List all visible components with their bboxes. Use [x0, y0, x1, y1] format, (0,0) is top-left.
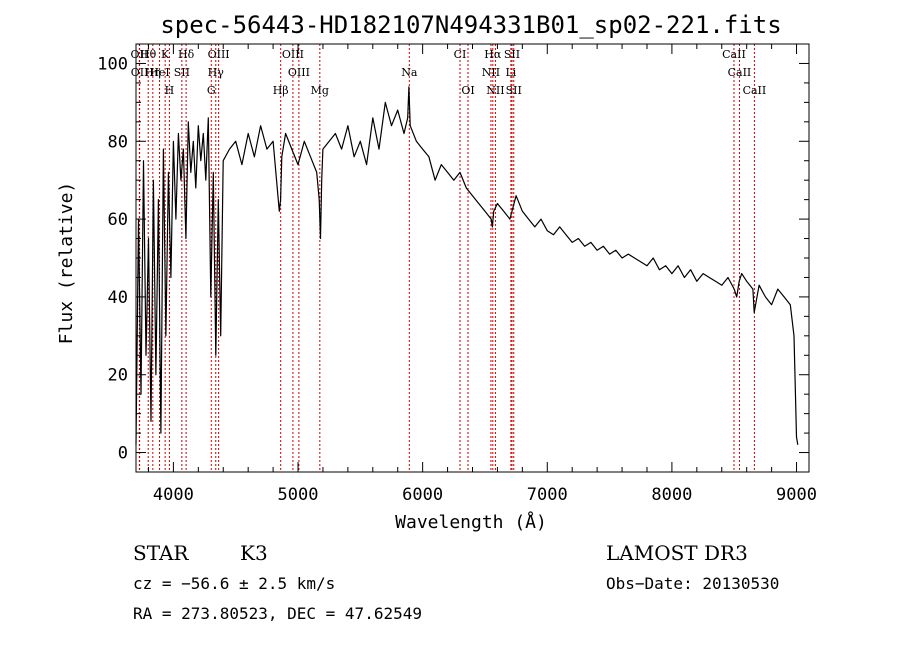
line-label: CI	[454, 48, 467, 61]
x-tick-label: 4000	[153, 485, 194, 505]
line-label: G	[207, 84, 216, 97]
y-tick-label: 100	[97, 54, 128, 74]
line-label: CaII	[728, 66, 752, 79]
x-tick-label: 6000	[402, 485, 443, 505]
line-label: OIII	[208, 48, 230, 61]
line-label: K	[161, 48, 170, 61]
line-label: SII	[506, 84, 522, 97]
line-label: OIII	[288, 66, 310, 79]
plot-axes	[135, 43, 810, 473]
line-label: OI	[461, 84, 474, 97]
x-tick-label: 8000	[651, 485, 692, 505]
line-label: Hγ	[208, 66, 225, 79]
line-label: Hη	[145, 66, 161, 79]
line-label: OIII	[282, 48, 304, 61]
line-label: SII	[174, 66, 190, 79]
line-label: NII	[482, 66, 500, 79]
x-tick-labels: 4000 5000 6000 7000 8000 9000	[153, 485, 817, 505]
x-axis-label: Wavelength (Å)	[395, 511, 547, 533]
y-tick-label: 60	[108, 210, 128, 230]
line-label: CaII	[722, 48, 746, 61]
y-tick-label: 0	[118, 444, 128, 464]
line-label: Hθ	[140, 48, 157, 61]
y-tick-label: 20	[108, 366, 128, 386]
line-label: Li	[505, 66, 516, 79]
spectral-line-markers	[138, 44, 755, 472]
line-label: SII	[504, 48, 520, 61]
spectral-subclass: K3	[240, 541, 268, 565]
line-label: NII	[486, 84, 504, 97]
line-label: OII	[131, 66, 149, 79]
coordinates: RA = 273.80523, DEC = 47.62549	[133, 604, 422, 623]
chart-title: spec-56443-HD182107N494331B01_sp02-221.f…	[160, 11, 781, 39]
line-label: Hβ	[273, 84, 289, 97]
flux-line	[135, 86, 799, 445]
spectrum-trace	[135, 86, 799, 445]
line-label: Na	[401, 66, 418, 79]
observation-date: Obs−Date: 20130530	[606, 574, 779, 593]
line-label: HeI	[149, 66, 169, 79]
y-tick-label: 80	[108, 132, 128, 152]
y-tick-label: 40	[108, 288, 128, 308]
x-tick-label: 7000	[527, 485, 568, 505]
info-panel: STAR K3 LAMOST DR3 cz = −56.6 ± 2.5 km/s…	[133, 541, 779, 623]
redshift-cz: cz = −56.6 ± 2.5 km/s	[133, 574, 335, 593]
line-label: Hδ	[178, 48, 195, 61]
line-label: Hα	[484, 48, 502, 61]
x-tick-label: 5000	[278, 485, 319, 505]
y-axis-label-group: Flux (relative)	[56, 182, 77, 345]
object-type: STAR	[133, 541, 189, 565]
line-label: CaII	[743, 84, 767, 97]
x-tick-label: 9000	[776, 485, 817, 505]
line-label: OII	[131, 48, 149, 61]
survey-name: LAMOST DR3	[606, 541, 748, 565]
line-label: H	[165, 84, 175, 97]
y-axis-label: Flux (relative)	[56, 182, 77, 345]
line-label: Mg	[311, 84, 329, 97]
y-tick-labels: 0 20 40 60 80 100	[97, 54, 128, 463]
